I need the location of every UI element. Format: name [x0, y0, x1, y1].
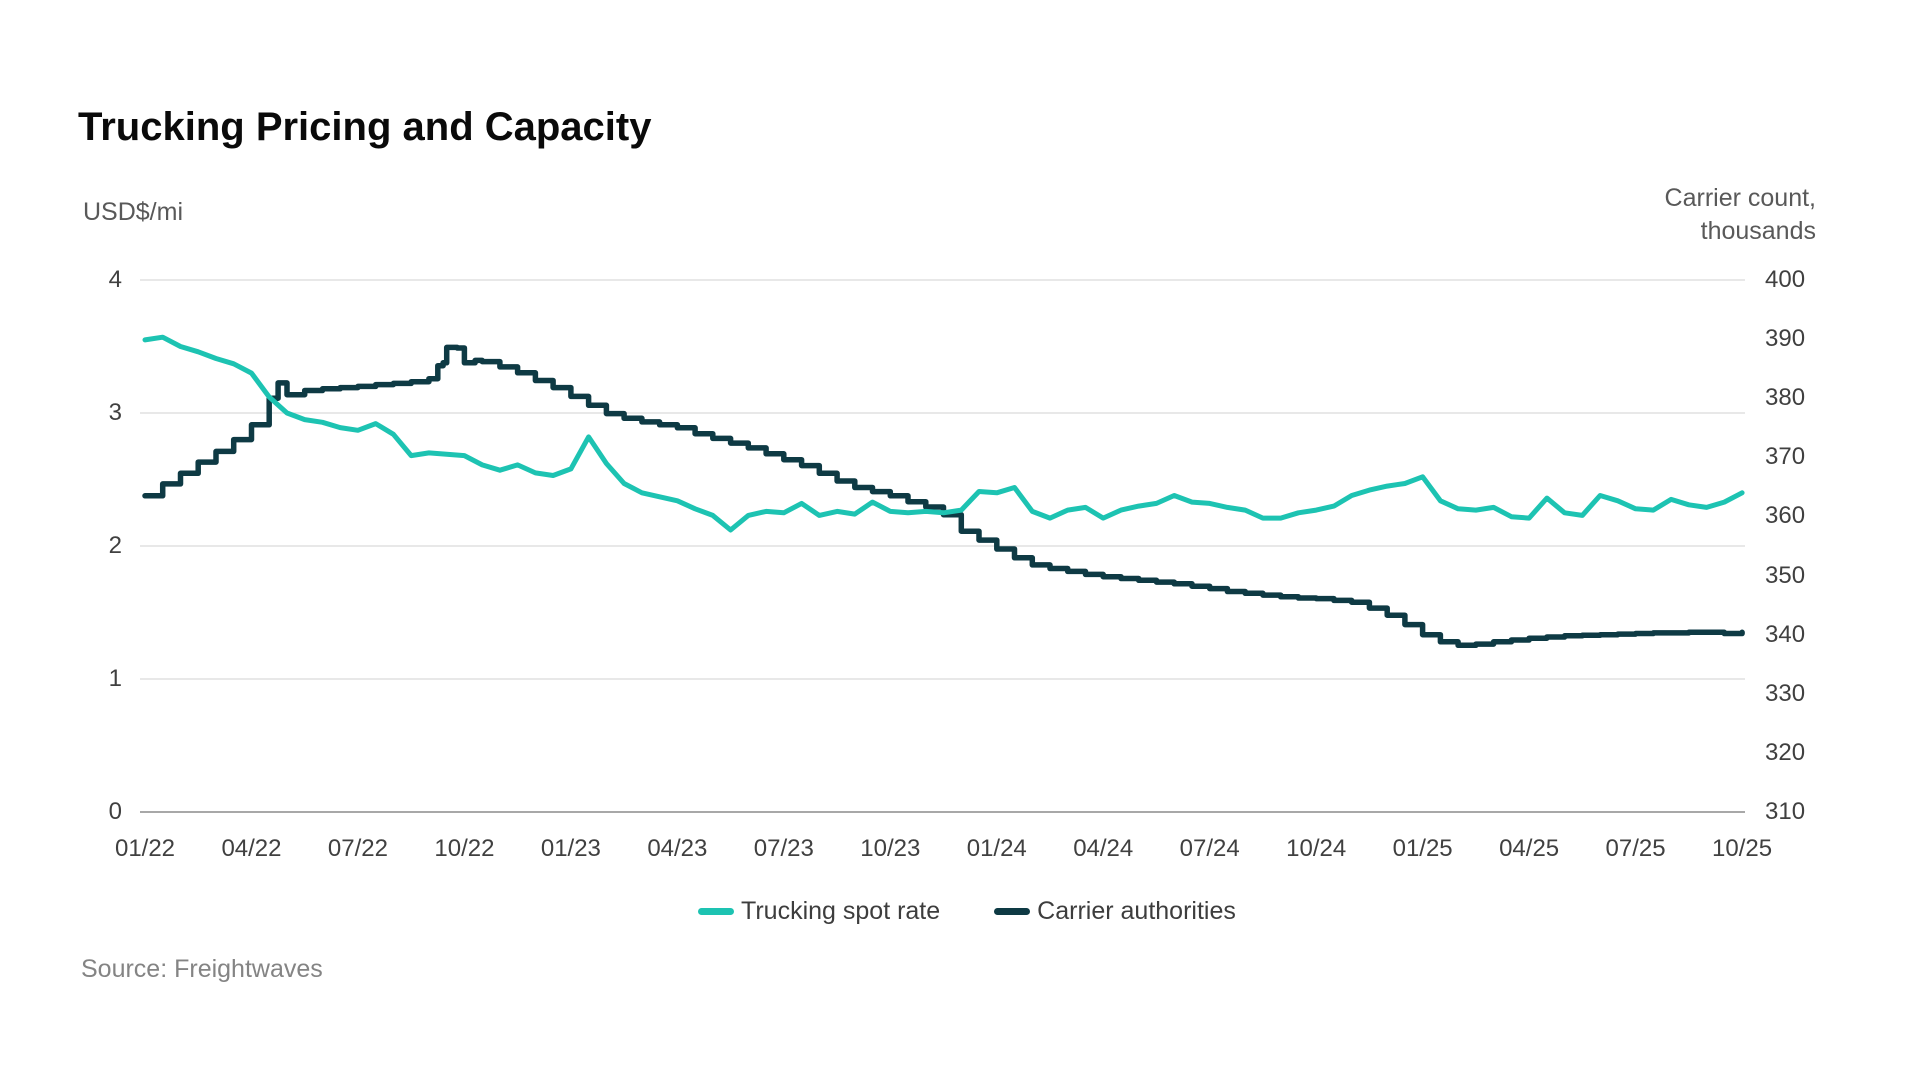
y-tick-label-left: 0	[108, 798, 122, 825]
x-tick-label: 07/24	[1179, 835, 1240, 862]
y-tick-label-right: 360	[1765, 502, 1806, 530]
page-title: Trucking Pricing and Capacity	[78, 105, 652, 149]
legend-label-trucking-spot-rate: Trucking spot rate	[741, 896, 941, 925]
y-tick-label-right: 340	[1765, 620, 1806, 648]
y-tick-label-right: 350	[1765, 561, 1806, 589]
y-tick-label-right: 310	[1765, 798, 1806, 825]
y-tick-label-right: 400	[1765, 266, 1806, 293]
legend-item-trucking-spot-rate: Trucking spot rate	[698, 897, 940, 926]
legend-label-carrier-authorities: Carrier authorities	[1037, 896, 1236, 925]
left-axis-unit-label: USD$/mi	[83, 198, 184, 226]
x-tick-label: 10/23	[860, 835, 921, 862]
y-tick-label-left: 1	[108, 665, 122, 692]
x-tick-label: 04/22	[221, 835, 282, 862]
x-tick-label: 04/24	[1073, 835, 1134, 862]
legend: Trucking spot rate Carrier authorities	[698, 896, 1236, 926]
x-tick-label: 07/23	[753, 835, 814, 862]
source-note: Source: Freightwaves	[81, 955, 323, 983]
x-tick-label: 04/23	[647, 835, 708, 862]
series-line-trucking-spot-rate	[142, 334, 1745, 533]
x-tick-label: 10/22	[434, 835, 495, 862]
x-tick-label: 01/25	[1392, 835, 1453, 862]
x-tick-label: 10/24	[1286, 835, 1347, 862]
legend-item-carrier-authorities: Carrier authorities	[994, 897, 1236, 926]
right-axis-unit-label: Carrier count, thousands	[1516, 182, 1816, 248]
y-tick-label-right: 330	[1765, 679, 1806, 707]
y-tick-label-right: 320	[1765, 738, 1806, 766]
x-tick-label: 04/25	[1499, 835, 1560, 862]
x-tick-label: 01/23	[540, 835, 601, 862]
y-tick-label-right: 370	[1765, 443, 1806, 471]
legend-swatch-carrier-authorities	[994, 907, 1031, 915]
right-axis-unit-line2: thousands	[1700, 217, 1816, 245]
legend-swatch-trucking-spot-rate	[698, 907, 734, 915]
y-tick-label-left: 4	[108, 266, 122, 293]
x-tick-label: 10/25	[1712, 835, 1773, 862]
x-tick-label: 01/24	[966, 835, 1027, 862]
y-tick-label-left: 2	[108, 532, 122, 559]
right-axis-unit-line1: Carrier count,	[1664, 184, 1816, 212]
x-tick-label: 01/22	[114, 835, 176, 862]
y-tick-label-left: 3	[108, 399, 122, 426]
series-line-carrier-authorities	[142, 344, 1745, 649]
x-tick-label: 07/25	[1605, 835, 1666, 862]
y-tick-label-right: 390	[1765, 325, 1806, 353]
y-tick-label-right: 380	[1765, 384, 1806, 412]
x-tick-label: 07/22	[327, 835, 388, 862]
